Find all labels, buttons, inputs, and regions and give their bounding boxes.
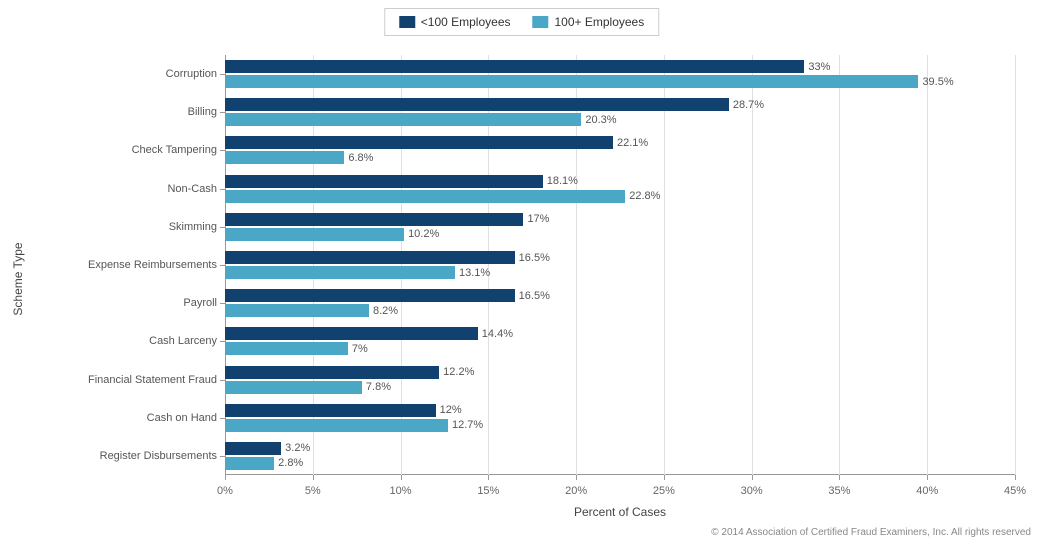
bar bbox=[225, 327, 478, 340]
bar-value-label: 12.7% bbox=[452, 419, 483, 431]
category-label: Corruption bbox=[166, 68, 225, 80]
gridline bbox=[927, 55, 928, 475]
bar bbox=[225, 190, 625, 203]
bar bbox=[225, 136, 613, 149]
bar-value-label: 12% bbox=[440, 404, 462, 416]
bar bbox=[225, 60, 804, 73]
x-tick-mark bbox=[664, 475, 665, 480]
plot-area: Percent of Cases 0%5%10%15%20%25%30%35%4… bbox=[225, 55, 1015, 475]
bar-value-label: 39.5% bbox=[922, 76, 953, 88]
copyright-text: © 2014 Association of Certified Fraud Ex… bbox=[711, 527, 1031, 538]
y-axis-title: Scheme Type bbox=[11, 242, 25, 315]
bar-value-label: 16.5% bbox=[519, 290, 550, 302]
category-label: Check Tampering bbox=[132, 144, 225, 156]
bar bbox=[225, 366, 439, 379]
x-tick-label: 40% bbox=[916, 485, 938, 497]
legend-label-1: <100 Employees bbox=[421, 15, 511, 29]
x-tick-label: 10% bbox=[390, 485, 412, 497]
bar-value-label: 7.8% bbox=[366, 381, 391, 393]
category-label: Expense Reimbursements bbox=[88, 259, 225, 271]
x-tick-mark bbox=[225, 475, 226, 480]
legend-item-series-2: 100+ Employees bbox=[533, 15, 645, 29]
category-label: Financial Statement Fraud bbox=[88, 374, 225, 386]
bar bbox=[225, 113, 581, 126]
bar-value-label: 16.5% bbox=[519, 252, 550, 264]
bar-value-label: 22.1% bbox=[617, 137, 648, 149]
chart-container: <100 Employees 100+ Employees Scheme Typ… bbox=[0, 0, 1043, 544]
bar bbox=[225, 98, 729, 111]
bar-value-label: 28.7% bbox=[733, 99, 764, 111]
x-tick-mark bbox=[839, 475, 840, 480]
bar-value-label: 2.8% bbox=[278, 457, 303, 469]
category-label: Register Disbursements bbox=[100, 450, 225, 462]
bar bbox=[225, 151, 344, 164]
bar-value-label: 18.1% bbox=[547, 175, 578, 187]
x-tick-label: 5% bbox=[305, 485, 321, 497]
bar bbox=[225, 342, 348, 355]
bar bbox=[225, 251, 515, 264]
category-label: Cash on Hand bbox=[147, 412, 225, 424]
bar-value-label: 7% bbox=[352, 343, 368, 355]
x-tick-mark bbox=[488, 475, 489, 480]
category-label: Payroll bbox=[183, 297, 225, 309]
x-tick-label: 45% bbox=[1004, 485, 1026, 497]
x-tick-label: 30% bbox=[741, 485, 763, 497]
x-tick-mark bbox=[1015, 475, 1016, 480]
x-axis-title: Percent of Cases bbox=[574, 505, 666, 519]
bar-value-label: 8.2% bbox=[373, 305, 398, 317]
bar bbox=[225, 304, 369, 317]
bar bbox=[225, 419, 448, 432]
x-tick-mark bbox=[927, 475, 928, 480]
x-tick-label: 15% bbox=[477, 485, 499, 497]
bar bbox=[225, 457, 274, 470]
gridline bbox=[839, 55, 840, 475]
x-tick-label: 0% bbox=[217, 485, 233, 497]
bar bbox=[225, 381, 362, 394]
bar-value-label: 14.4% bbox=[482, 328, 513, 340]
x-tick-mark bbox=[313, 475, 314, 480]
category-label: Non-Cash bbox=[167, 183, 225, 195]
category-label: Cash Larceny bbox=[149, 335, 225, 347]
x-axis-line bbox=[225, 474, 1015, 475]
x-tick-label: 35% bbox=[828, 485, 850, 497]
bar bbox=[225, 442, 281, 455]
bar bbox=[225, 228, 404, 241]
bar-value-label: 22.8% bbox=[629, 190, 660, 202]
bar-value-label: 17% bbox=[527, 213, 549, 225]
gridline bbox=[752, 55, 753, 475]
gridline bbox=[1015, 55, 1016, 475]
bar bbox=[225, 75, 918, 88]
bar-value-label: 3.2% bbox=[285, 442, 310, 454]
legend-swatch-2 bbox=[533, 16, 549, 28]
x-tick-mark bbox=[401, 475, 402, 480]
category-label: Skimming bbox=[169, 221, 225, 233]
bar bbox=[225, 213, 523, 226]
bar-value-label: 12.2% bbox=[443, 366, 474, 378]
gridline bbox=[664, 55, 665, 475]
bar-value-label: 20.3% bbox=[585, 114, 616, 126]
bar-value-label: 33% bbox=[808, 61, 830, 73]
legend-label-2: 100+ Employees bbox=[555, 15, 645, 29]
x-tick-label: 25% bbox=[653, 485, 675, 497]
x-tick-mark bbox=[752, 475, 753, 480]
bar-value-label: 10.2% bbox=[408, 228, 439, 240]
legend-item-series-1: <100 Employees bbox=[399, 15, 511, 29]
x-tick-mark bbox=[576, 475, 577, 480]
x-tick-label: 20% bbox=[565, 485, 587, 497]
bar bbox=[225, 175, 543, 188]
bar-value-label: 6.8% bbox=[348, 152, 373, 164]
bar-value-label: 13.1% bbox=[459, 267, 490, 279]
legend-swatch-1 bbox=[399, 16, 415, 28]
bar bbox=[225, 266, 455, 279]
bar bbox=[225, 404, 436, 417]
bar bbox=[225, 289, 515, 302]
legend: <100 Employees 100+ Employees bbox=[384, 8, 659, 36]
